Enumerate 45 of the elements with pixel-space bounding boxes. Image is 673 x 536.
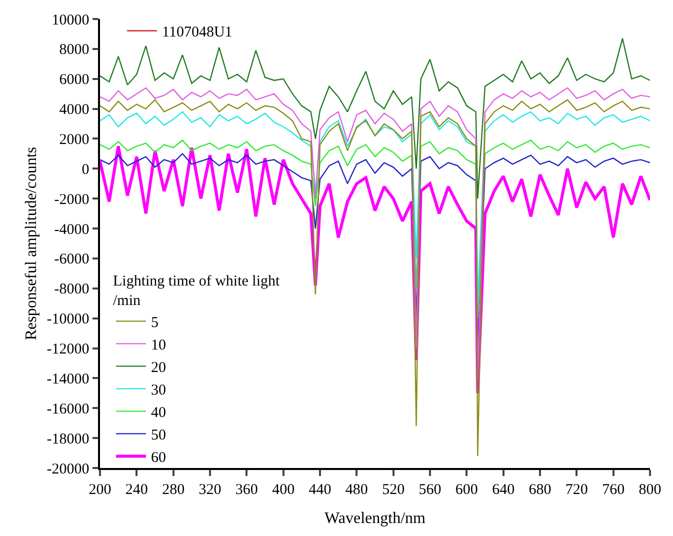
x-axis-title: Wavelength/nm — [324, 510, 426, 527]
x-tick-label: 560 — [418, 482, 442, 498]
y-tick-label: -14000 — [46, 371, 90, 388]
x-tick-label: 400 — [272, 482, 295, 498]
legend-label: 60 — [151, 450, 166, 466]
x-tick-label: 520 — [382, 482, 405, 498]
y-tick-label: -8000 — [54, 282, 90, 298]
y-tick-label: 6000 — [59, 72, 90, 88]
line-series — [100, 38, 650, 200]
x-tick-label: 320 — [198, 482, 222, 498]
legend-label: 1107048U1 — [162, 24, 232, 41]
x-tick-label: 640 — [492, 482, 515, 498]
x-tick-label: 600 — [455, 482, 478, 498]
x-tick-label: 800 — [638, 482, 662, 498]
legend-label: 20 — [151, 360, 166, 376]
x-tick-label: 280 — [162, 482, 185, 498]
x-tick-label: 360 — [235, 482, 258, 498]
legend-label: 10 — [151, 338, 166, 354]
y-tick-label: -12000 — [46, 342, 90, 358]
y-tick-label: 2000 — [59, 132, 90, 148]
x-tick-label: 720 — [565, 482, 588, 498]
x-tick-label: 480 — [345, 482, 368, 498]
y-tick-label: -18000 — [46, 431, 90, 448]
y-tick-label: 0 — [82, 162, 90, 178]
x-tick-label: 200 — [88, 482, 112, 498]
y-tick-label: -16000 — [46, 401, 90, 418]
x-tick-label: 440 — [308, 482, 332, 498]
x-tick-label: 760 — [602, 482, 625, 498]
y-tick-label: -6000 — [54, 252, 90, 268]
x-tick-label: 240 — [125, 482, 148, 498]
y-tick-label: 8000 — [59, 42, 90, 58]
y-tick-label: -20000 — [46, 461, 90, 478]
line-series — [100, 87, 650, 379]
legend-label: 50 — [151, 428, 166, 444]
x-tick-label: 680 — [528, 482, 552, 498]
legend-title: Lighting time of white light /min — [113, 273, 280, 309]
legend-label: 5 — [151, 315, 158, 332]
y-tick-label: 4000 — [59, 102, 90, 118]
y-tick-label: -10000 — [46, 312, 90, 328]
y-axis-title: Responseful amplitude/counts — [23, 146, 40, 340]
legend-label: 40 — [151, 405, 166, 422]
y-tick-label: -2000 — [54, 192, 90, 208]
y-tick-label: -4000 — [54, 222, 90, 238]
legend-label: 30 — [151, 382, 166, 399]
y-tick-label: 10000 — [52, 12, 90, 28]
